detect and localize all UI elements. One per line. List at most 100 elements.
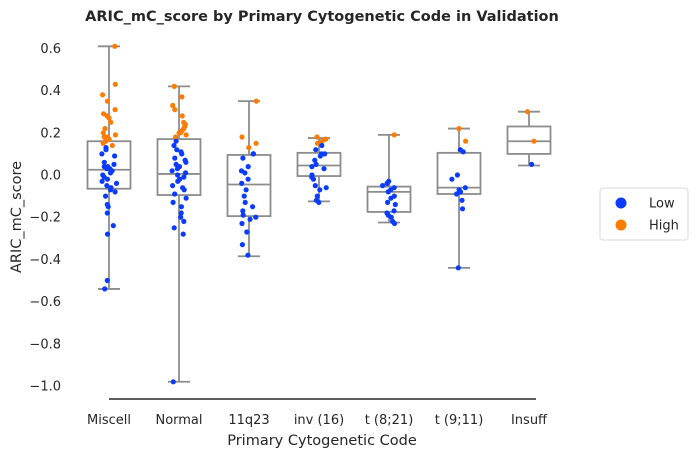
data-point-low xyxy=(183,195,189,201)
data-point-high xyxy=(112,107,118,113)
data-point-low xyxy=(174,147,180,153)
data-point-high xyxy=(112,132,119,138)
data-point-high xyxy=(246,145,252,151)
data-point-low xyxy=(179,151,185,157)
data-point-low xyxy=(183,170,189,176)
data-point-low xyxy=(104,277,110,284)
data-point-low xyxy=(101,159,107,165)
data-point-high xyxy=(170,102,176,108)
data-point-high xyxy=(314,134,320,140)
data-point-high xyxy=(179,113,185,119)
box-plots xyxy=(86,45,552,383)
data-point-high xyxy=(108,119,114,125)
data-point-high xyxy=(109,142,115,149)
legend: Low High xyxy=(599,187,689,241)
legend-marker-high xyxy=(615,219,627,231)
data-point-low xyxy=(459,197,465,203)
y-tick-label: 0.0 xyxy=(40,169,61,184)
data-point-high xyxy=(172,107,178,113)
y-tick-labels: 0.6 0.4 0.2 0.0 −0.2 −0.4 −0.6 −0.8 −1.0 xyxy=(29,42,61,395)
legend-marker-low xyxy=(615,197,627,209)
box-iqr xyxy=(506,125,552,155)
x-tick-label: Miscell xyxy=(87,413,131,428)
data-point-high xyxy=(112,81,118,87)
data-point-high xyxy=(183,132,189,138)
data-point-low xyxy=(180,231,186,237)
data-point-low xyxy=(104,176,111,182)
data-point-low xyxy=(529,161,535,167)
data-point-low xyxy=(181,218,187,224)
data-point-low xyxy=(247,216,253,222)
data-point-low xyxy=(239,180,245,186)
data-point-low xyxy=(449,176,455,182)
x-tick-label: 11q23 xyxy=(228,413,269,428)
data-point-low xyxy=(104,231,111,237)
data-point-low xyxy=(172,155,178,161)
data-point-low xyxy=(178,214,184,220)
data-point-low xyxy=(183,159,189,165)
data-point-low xyxy=(317,153,323,159)
data-point-high xyxy=(531,138,537,144)
box-iqr xyxy=(296,151,342,177)
data-point-low xyxy=(312,157,318,163)
data-point-low xyxy=(239,220,245,227)
data-point-low xyxy=(310,176,317,182)
data-point-low xyxy=(243,187,249,193)
data-point-low xyxy=(110,223,116,229)
x-tick-label: inv (16) xyxy=(294,413,344,428)
data-point-low xyxy=(462,185,468,191)
y-tick-label: 0.4 xyxy=(40,84,61,99)
data-point-low xyxy=(102,286,108,292)
data-point-low xyxy=(454,172,460,178)
data-point-low xyxy=(174,166,180,172)
y-tick-label: −0.4 xyxy=(29,253,61,268)
data-point-low xyxy=(104,166,110,172)
data-point-low xyxy=(112,189,118,195)
data-point-low xyxy=(171,225,177,231)
strip-points xyxy=(99,43,537,385)
box-plot xyxy=(506,110,552,167)
data-point-low xyxy=(313,147,319,153)
y-tick-label: −0.2 xyxy=(29,211,61,226)
data-point-high xyxy=(524,109,531,115)
data-point-low xyxy=(175,178,181,184)
data-point-low xyxy=(240,155,246,161)
chart-title: ARIC_mC_score by Primary Cytogenetic Cod… xyxy=(85,9,559,25)
data-point-low xyxy=(385,199,391,205)
data-point-low xyxy=(245,164,251,170)
data-point-high xyxy=(112,43,118,49)
data-point-low xyxy=(312,183,318,189)
data-point-low xyxy=(460,149,466,155)
data-point-low xyxy=(242,170,248,176)
data-point-high xyxy=(102,126,108,132)
data-point-low xyxy=(99,151,105,157)
data-point-low xyxy=(240,212,246,218)
data-point-low xyxy=(392,201,398,208)
data-point-low xyxy=(245,176,251,182)
data-point-low xyxy=(172,191,178,197)
data-point-low xyxy=(384,180,390,186)
data-point-low xyxy=(454,191,460,197)
data-point-low xyxy=(104,183,110,189)
data-point-high xyxy=(100,130,106,136)
data-point-low xyxy=(316,199,322,205)
x-tick-label: Normal xyxy=(155,413,202,428)
data-point-low xyxy=(245,252,251,258)
data-point-low xyxy=(103,147,109,153)
data-point-low xyxy=(455,265,461,271)
data-point-high xyxy=(239,134,245,140)
data-point-low xyxy=(250,151,256,157)
data-point-high xyxy=(253,140,259,146)
data-point-low xyxy=(178,210,184,216)
data-point-high xyxy=(253,98,259,104)
data-point-low xyxy=(317,187,323,193)
x-tick-labels: Miscell Normal 11q23 inv (16) t (8;21) t (9;1… xyxy=(87,413,548,428)
data-point-low xyxy=(459,206,466,212)
box-plot xyxy=(366,134,412,224)
data-point-low xyxy=(170,183,176,189)
data-point-high xyxy=(391,132,397,138)
data-point-low xyxy=(323,185,329,191)
data-point-low xyxy=(309,164,315,170)
